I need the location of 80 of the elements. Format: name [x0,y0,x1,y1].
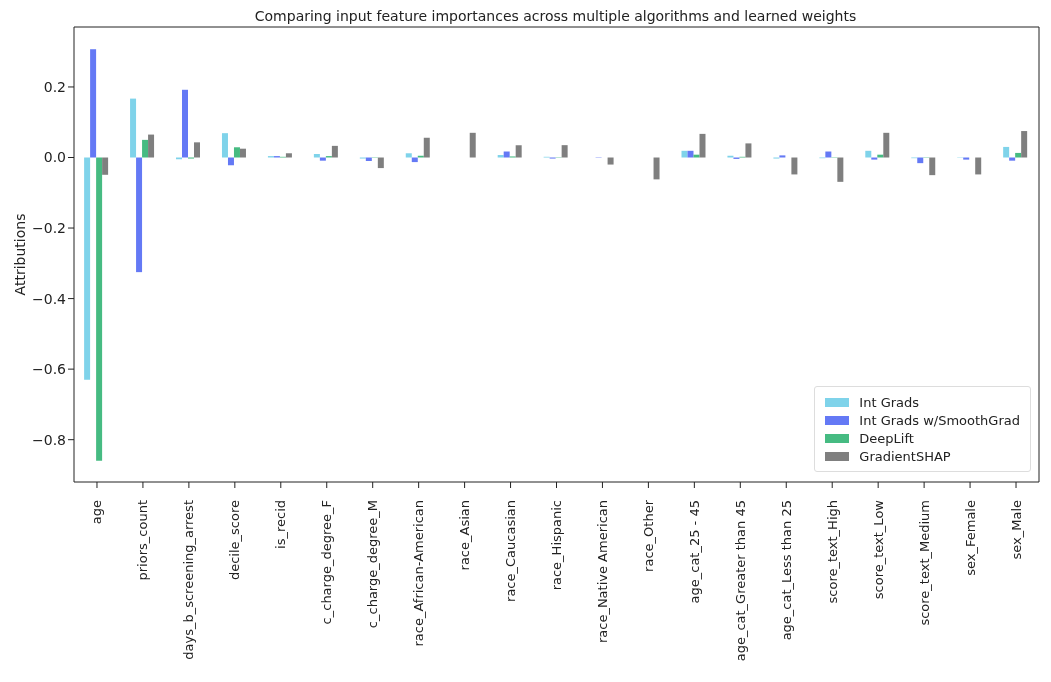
x-tick-label: age_cat_Greater than 45 [732,500,748,662]
bar [883,132,890,158]
bar [239,148,246,158]
bar [653,157,660,180]
x-tick-label: priors_count [135,500,151,581]
bar [90,49,97,158]
bar [1015,152,1022,158]
bar [871,157,878,160]
y-tick-label: −0.4 [32,290,67,307]
bar [148,134,155,158]
bar [561,145,568,158]
chart-title: Comparing input feature importances across multiple algorithms and learned weights [253,8,858,26]
bar [607,157,614,165]
bar [1021,131,1028,158]
x-tick-label: score_text_High [824,500,840,604]
x-tick-label: is_recid [273,500,289,549]
bar [779,155,786,158]
x-tick-label: race_African-American [411,500,427,647]
y-tick-label: −0.8 [32,431,66,448]
bar [503,151,510,158]
bar [963,157,970,160]
bar [233,147,240,158]
y-tick-label: −0.2 [32,220,66,237]
x-tick-label: race_Asian [457,500,473,571]
x-tick-label: c_charge_degree_F [319,500,335,625]
y-tick-label: 0.2 [43,78,66,95]
bar [699,133,706,158]
bar [877,154,884,158]
bar [102,157,109,175]
bar [142,139,149,158]
bar [319,157,326,161]
bar [221,133,228,158]
bar [405,153,412,158]
bar [285,153,292,158]
x-tick-label: race_Native American [594,500,610,644]
bar [96,157,103,461]
bar [136,157,143,273]
bar [825,151,832,158]
bar [130,98,137,158]
bar [865,150,872,158]
legend-label: GradientSHAP [859,448,951,464]
bar [313,153,320,158]
x-tick-label: age_cat_25 - 45 [686,500,702,604]
bar [497,155,504,158]
bar [1003,146,1010,158]
bar [84,157,91,380]
bar [515,145,522,158]
x-tick-label: race_Other [640,499,656,572]
bar [791,157,798,175]
x-tick-label: age_cat_Less than 25 [778,500,794,641]
bar [194,142,201,158]
bar [423,137,430,158]
bar [687,150,694,158]
bar [693,154,700,158]
y-axis-title: Attributions [11,213,28,296]
bar [681,150,688,158]
x-tick-label: decile_score [227,500,243,581]
bar [377,157,384,169]
x-tick-label: race_Hispanic [549,500,564,591]
x-tick-label: sex_Male [1008,500,1024,560]
bar [331,145,338,158]
y-tick-label: 0.0 [43,149,66,166]
bar [182,89,189,158]
bar [929,157,936,176]
bar [837,157,844,182]
legend-label: Int Grads [859,394,920,410]
legend-label: Int Grads w/SmoothGrad [859,412,1020,428]
bar [469,132,476,158]
x-tick-label: score_text_Medium [916,500,932,626]
y-tick-label: −0.6 [32,361,67,378]
x-tick-label: race_Caucasian [503,500,519,602]
bar [975,157,982,175]
x-tick-label: sex_Female [962,500,978,576]
bar [745,143,752,158]
x-tick-label: age [89,500,105,525]
x-tick-label: days_b_screening_arrest [181,500,197,660]
x-tick-label: score_text_Low [870,499,886,600]
x-tick-label: c_charge_degree_M [365,500,381,629]
legend-label: DeepLift [859,430,914,446]
bar [1009,157,1016,161]
